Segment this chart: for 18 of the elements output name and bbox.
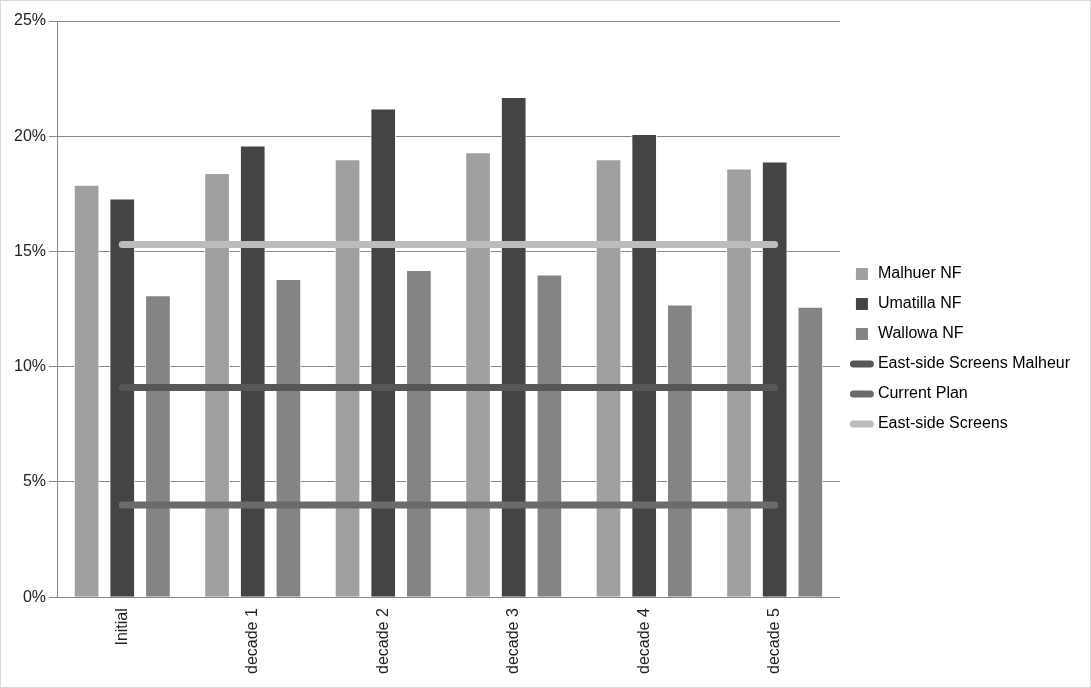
legend-label: East-side Screens Malheur [877, 354, 1071, 372]
y-tick-label: 25% [13, 11, 47, 29]
legend-label: Umatilla NF [877, 294, 962, 312]
legend-label: Current Plan [877, 384, 968, 402]
x-tick-label: decade 1 [243, 608, 261, 675]
y-tick-label: 10% [13, 357, 47, 375]
y-tick-label: 20% [13, 126, 47, 144]
legend-label: East-side Screens [877, 414, 1008, 432]
legend-label: Malhuer NF [877, 264, 962, 282]
y-tick-label: 15% [13, 241, 47, 259]
legend-label: Wallowa NF [877, 324, 964, 342]
x-tick-label: decade 5 [765, 608, 783, 675]
x-tick-label: Initial [112, 608, 130, 646]
y-tick-label: 0% [22, 587, 47, 605]
x-tick-label: decade 2 [373, 608, 391, 675]
x-tick-label: decade 3 [504, 608, 522, 675]
x-tick-label: decade 4 [634, 608, 652, 675]
y-tick-label: 5% [22, 472, 47, 490]
